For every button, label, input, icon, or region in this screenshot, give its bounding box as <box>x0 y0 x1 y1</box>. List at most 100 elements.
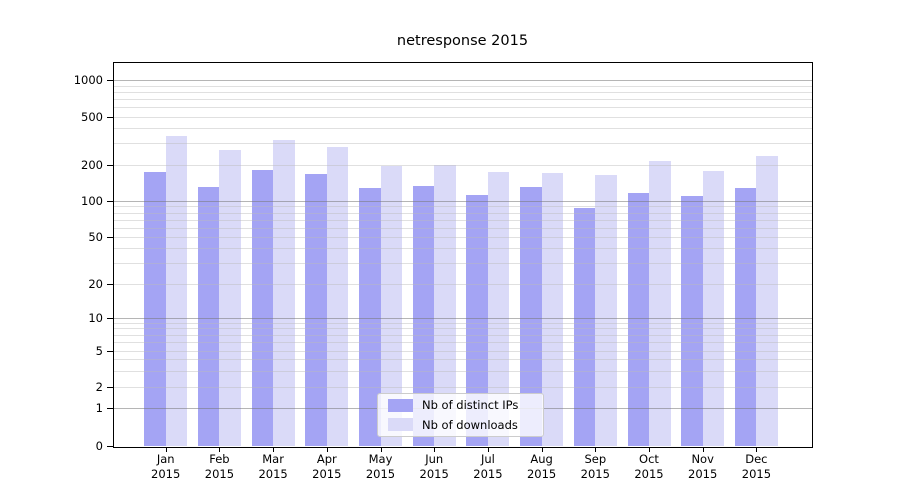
y-tick-label: 1000 <box>73 73 103 87</box>
bar-downloads-may <box>380 165 402 446</box>
y-tick-label: 2 <box>95 379 103 394</box>
x-tick-year: 2015 <box>258 467 288 481</box>
x-tick <box>380 447 382 452</box>
x-tick-year: 2015 <box>151 467 181 481</box>
y-tick-label: 5 <box>95 343 103 358</box>
y-tick <box>107 237 113 238</box>
x-tick-label: Jun 2015 <box>404 452 464 482</box>
y-tick-label: 20 <box>88 276 103 291</box>
bar-ips-jun <box>412 186 435 446</box>
legend-item-distinct-ips: Nb of distinct IPs <box>378 397 543 414</box>
bar-downloads-feb <box>219 149 241 446</box>
bar-ips-may <box>359 188 381 446</box>
x-tick-label: Apr 2015 <box>297 452 357 482</box>
y-tick <box>107 318 113 319</box>
y-tick-label: 200 <box>81 157 103 172</box>
x-tick-year: 2015 <box>419 467 449 481</box>
x-tick-year: 2015 <box>473 467 503 481</box>
x-tick-month: Mar <box>262 452 284 466</box>
x-tick-year: 2015 <box>688 467 718 481</box>
x-tick-month: Jun <box>425 452 444 466</box>
y-tick-label: 1 <box>95 401 103 415</box>
bar-ips-apr <box>305 174 327 446</box>
y-tick-label: 500 <box>81 109 103 124</box>
bar-ips-aug <box>520 186 542 446</box>
x-tick <box>165 447 167 452</box>
bar-ips-jan <box>144 171 166 446</box>
x-tick-month: Nov <box>691 452 714 466</box>
bar-downloads-apr <box>326 147 349 446</box>
bar-ips-oct <box>627 193 649 446</box>
bar-ips-dec <box>734 187 757 446</box>
x-tick-year: 2015 <box>741 467 772 481</box>
x-tick-year: 2015 <box>580 467 610 481</box>
bar-ips-nov <box>681 195 703 446</box>
legend-swatch-distinct-ips <box>388 398 413 412</box>
plot-area <box>113 62 813 448</box>
x-tick-month: Feb <box>209 452 230 466</box>
x-tick-year: 2015 <box>634 467 664 481</box>
bars-layer <box>114 63 812 447</box>
y-tick <box>107 116 113 118</box>
x-tick-year: 2015 <box>204 467 235 481</box>
legend-item-downloads: Nb of downloads <box>378 416 543 433</box>
bar-downloads-oct <box>649 160 671 446</box>
x-tick <box>756 447 758 452</box>
chart-title: netresponse 2015 <box>396 33 529 49</box>
bar-downloads-jun <box>434 164 456 446</box>
bar-downloads-aug <box>541 173 564 446</box>
x-tick <box>541 447 543 452</box>
bar-downloads-mar <box>273 139 295 446</box>
x-tick-label: Nov 2015 <box>673 452 733 482</box>
bar-ips-feb <box>197 186 220 446</box>
bar-downloads-dec <box>756 156 778 446</box>
x-tick-month: Aug <box>530 452 553 466</box>
x-tick-year: 2015 <box>312 467 342 481</box>
x-tick <box>326 447 328 452</box>
x-tick <box>649 447 650 452</box>
x-tick-month: Oct <box>639 452 659 466</box>
y-tick-label: 10 <box>88 311 103 325</box>
y-tick-label: 0 <box>95 439 103 453</box>
x-tick-month: Sep <box>584 452 607 466</box>
x-tick-label: Sep 2015 <box>565 452 625 482</box>
bar-downloads-jan <box>165 135 188 446</box>
legend: Nb of distinct IPs Nb of downloads <box>377 393 544 437</box>
legend-label-distinct-ips: Nb of distinct IPs <box>422 398 519 413</box>
x-tick-month: Dec <box>745 452 768 466</box>
y-tick <box>107 408 113 409</box>
x-tick-label: Feb 2015 <box>189 452 249 482</box>
y-tick <box>107 446 113 447</box>
y-tick <box>107 283 113 285</box>
x-tick <box>702 447 704 452</box>
x-tick-label: May 2015 <box>351 452 411 482</box>
x-tick-month: Jul <box>480 452 495 466</box>
x-tick <box>487 447 489 452</box>
x-tick-month: May <box>368 452 393 466</box>
x-tick-label: Jul 2015 <box>458 452 518 482</box>
x-tick <box>219 447 221 452</box>
y-tick <box>107 386 113 388</box>
x-tick-label: Mar 2015 <box>243 452 303 482</box>
x-tick <box>595 447 597 452</box>
bar-downloads-sep <box>595 174 617 446</box>
y-tick <box>107 350 113 352</box>
legend-label-downloads: Nb of downloads <box>422 417 518 432</box>
x-tick-month: Apr <box>316 452 337 466</box>
bar-ips-sep <box>573 208 596 446</box>
x-tick <box>434 447 436 452</box>
bar-ips-mar <box>251 169 274 446</box>
legend-swatch-downloads <box>388 418 413 432</box>
y-tick <box>107 201 113 202</box>
y-tick-label: 50 <box>88 230 103 244</box>
x-tick <box>273 447 275 452</box>
y-tick-label: 100 <box>81 194 103 208</box>
x-tick-month: Jan <box>156 452 175 466</box>
x-tick-year: 2015 <box>365 467 396 481</box>
x-tick-year: 2015 <box>526 467 557 481</box>
x-tick-label: Oct 2015 <box>619 452 679 482</box>
x-tick-label: Dec 2015 <box>726 452 786 482</box>
x-tick-label: Jan 2015 <box>136 452 196 482</box>
bar-downloads-jul <box>487 171 510 446</box>
